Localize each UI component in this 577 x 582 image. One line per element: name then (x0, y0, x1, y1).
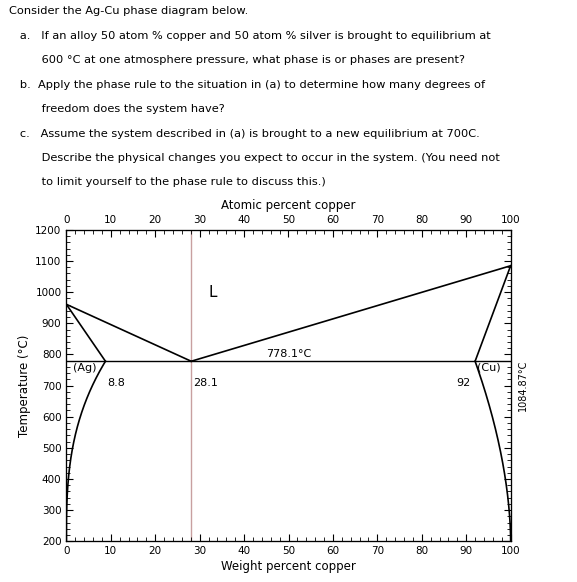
Text: 28.1: 28.1 (193, 378, 218, 388)
Text: c.   Assume the system described in (a) is brought to a new equilibrium at 700C.: c. Assume the system described in (a) is… (9, 129, 479, 139)
Text: to limit yourself to the phase rule to discuss this.): to limit yourself to the phase rule to d… (9, 178, 325, 187)
Text: 778.1°C: 778.1°C (266, 349, 311, 359)
Y-axis label: 1084.87°C: 1084.87°C (518, 360, 529, 411)
Text: a.   If an alloy 50 atom % copper and 50 atom % silver is brought to equilibrium: a. If an alloy 50 atom % copper and 50 a… (9, 31, 490, 41)
X-axis label: Atomic percent copper: Atomic percent copper (221, 200, 356, 212)
Text: b.  Apply the phase rule to the situation in (a) to determine how many degrees o: b. Apply the phase rule to the situation… (9, 80, 485, 90)
Y-axis label: Temperature (°C): Temperature (°C) (18, 335, 31, 436)
Text: freedom does the system have?: freedom does the system have? (9, 104, 224, 114)
Text: 8.8: 8.8 (108, 378, 126, 388)
Text: 600 °C at one atmosphere pressure, what phase is or phases are present?: 600 °C at one atmosphere pressure, what … (9, 55, 464, 65)
Text: (Ag): (Ag) (73, 363, 96, 373)
Text: (Cu): (Cu) (477, 363, 501, 373)
Text: 92: 92 (456, 378, 471, 388)
Text: L: L (208, 285, 217, 300)
Text: Describe the physical changes you expect to occur in the system. (You need not: Describe the physical changes you expect… (9, 153, 500, 163)
Text: Consider the Ag-Cu phase diagram below.: Consider the Ag-Cu phase diagram below. (9, 6, 248, 16)
X-axis label: Weight percent copper: Weight percent copper (221, 560, 356, 573)
